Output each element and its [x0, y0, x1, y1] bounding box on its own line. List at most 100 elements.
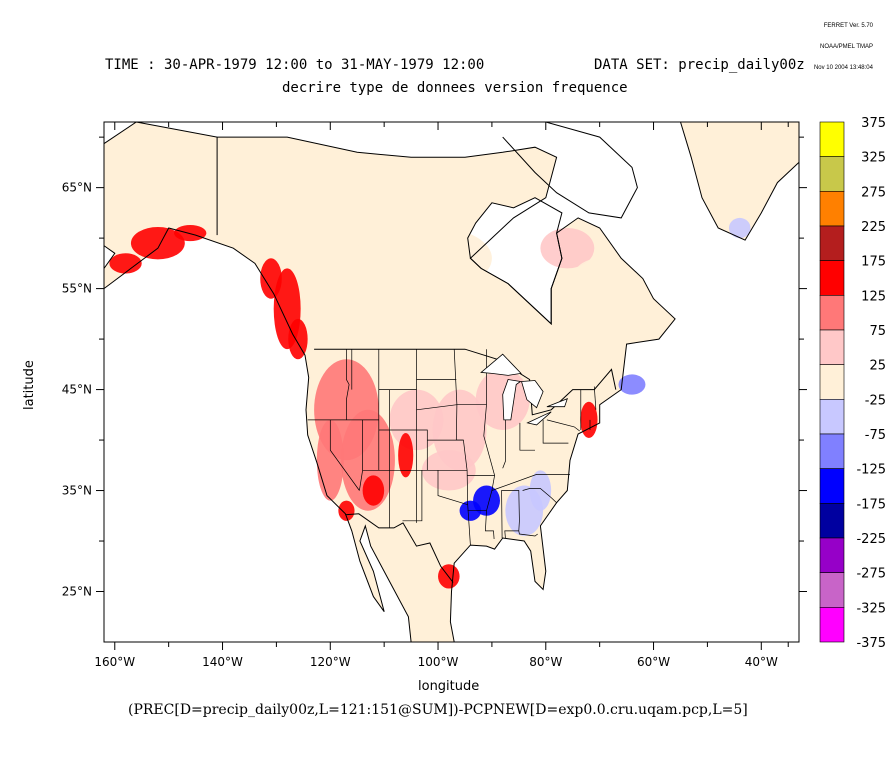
y-tick-label: 25°N [62, 585, 92, 599]
y-axis-label: latitude [22, 360, 37, 410]
field-blob [260, 258, 282, 299]
x-tick-label: 120°W [310, 655, 351, 669]
great-lake [526, 411, 552, 426]
field-blob [618, 374, 646, 395]
greenland-coastline [680, 122, 799, 241]
ferret-stamp: FERRET Ver. 5.70 NOAA/PMEL TMAP Nov 10 2… [814, 9, 873, 79]
coastlines [104, 122, 799, 642]
baffin-coastline [491, 122, 638, 219]
colorbar-label: -275 [856, 567, 886, 582]
field-blob [572, 258, 627, 299]
state-boundary [542, 419, 569, 444]
y-tick-label: 35°N [62, 484, 92, 498]
colorbar-label: -225 [856, 532, 886, 547]
state-boundary [502, 419, 506, 469]
field-blob [459, 318, 546, 360]
colorbar-label: 275 [861, 185, 886, 200]
us-mexico-border [345, 513, 454, 583]
colorbar-bin [819, 607, 845, 643]
state-boundary [437, 470, 468, 506]
state-boundary [501, 490, 520, 539]
colorbar-label: -375 [856, 636, 886, 651]
colorbar-bin [819, 191, 845, 227]
colorbar-label: 75 [869, 324, 886, 339]
state-boundary [522, 488, 557, 503]
great-lake [480, 353, 522, 376]
colorbar-label: -25 [865, 393, 886, 408]
field-blob [130, 227, 185, 260]
greenland-field [680, 122, 799, 241]
state-boundary [593, 386, 597, 410]
colorbar: 375 325 275 225 175 125 75 25 -25 -75 -125 -175 -225… [819, 116, 886, 651]
field-blob [728, 217, 751, 239]
x-tick-label: 80°W [529, 655, 562, 669]
colorbar-bin [819, 399, 845, 435]
stamp-line-1: FERRET Ver. 5.70 [823, 23, 873, 29]
field-blob [281, 238, 379, 319]
field-blob [540, 228, 595, 269]
dataset-header: DATA SET: precip_daily00z [594, 57, 805, 73]
colorbar-bin [819, 225, 845, 261]
colorbar-label: 325 [861, 151, 886, 166]
field-blob [351, 187, 417, 249]
colorbar-bin [819, 121, 845, 157]
field-blob [529, 470, 552, 511]
state-boundary [378, 429, 428, 471]
time-header: TIME : 30-APR-1979 12:00 to 31-MAY-1979 … [105, 57, 485, 73]
stamp-line-3: Nov 10 2004 13:48:04 [813, 65, 873, 71]
field-blob [338, 500, 355, 521]
x-tick-label: 160°W [94, 655, 135, 669]
colorbar-bin [819, 503, 845, 539]
colorbar-label: 225 [861, 220, 886, 235]
plot-subtitle: decrire type de donnees version frequenc… [282, 80, 628, 96]
x-axis-label: longitude [418, 679, 480, 694]
colorbar-label: -75 [865, 428, 886, 443]
state-boundary [519, 422, 535, 451]
field-blob [174, 224, 207, 242]
na-coastline [104, 122, 676, 642]
colorbar-bin [819, 329, 845, 365]
state-boundary [402, 470, 423, 522]
colorbar-label: -175 [856, 497, 886, 512]
field-blob [384, 228, 492, 289]
colorbar-label: 25 [869, 359, 886, 374]
y-tick-label: 65°N [62, 181, 92, 195]
colorbar-bin [819, 537, 845, 573]
state-boundary [491, 474, 570, 491]
plot-frame [103, 121, 800, 643]
colorbar-label: -125 [856, 463, 886, 478]
state-boundary [329, 419, 360, 491]
great-lake [502, 379, 522, 421]
field-blob [398, 432, 414, 478]
state-boundary [346, 349, 350, 420]
stamp-line-2: NOAA/PMEL TMAP [819, 44, 873, 50]
colorbar-label: -325 [856, 601, 886, 616]
great-lake [546, 398, 568, 408]
colorbar-bin [819, 260, 845, 296]
colorbar-bin [819, 572, 845, 608]
x-tick-label: 60°W [637, 655, 670, 669]
colorbar-bin [819, 433, 845, 469]
field-blob [288, 318, 308, 360]
field-blob [626, 293, 659, 324]
x-tick-label: 140°W [202, 655, 243, 669]
hudson-bay [467, 197, 562, 324]
y-tick-label: 45°N [62, 383, 92, 397]
field-blob [432, 389, 487, 471]
y-tick-label: 55°N [62, 282, 92, 296]
x-tick-label: 100°W [418, 655, 459, 669]
colorbar-bin [819, 295, 845, 331]
colorbar-bin [819, 156, 845, 192]
field-blob [109, 253, 142, 274]
x-tick-label: 40°W [745, 655, 778, 669]
colorbar-label: 125 [861, 289, 886, 304]
x-axis: 160°W 140°W 120°W 100°W 80°W 60°W 40°W [94, 122, 789, 669]
hudson-bay-coastline [467, 197, 563, 326]
great-lake [520, 380, 544, 409]
state-boundary [416, 404, 457, 411]
state-boundary [518, 530, 538, 537]
precip-field [104, 122, 799, 642]
us-canada-border [314, 348, 617, 416]
state-boundary [546, 419, 580, 432]
